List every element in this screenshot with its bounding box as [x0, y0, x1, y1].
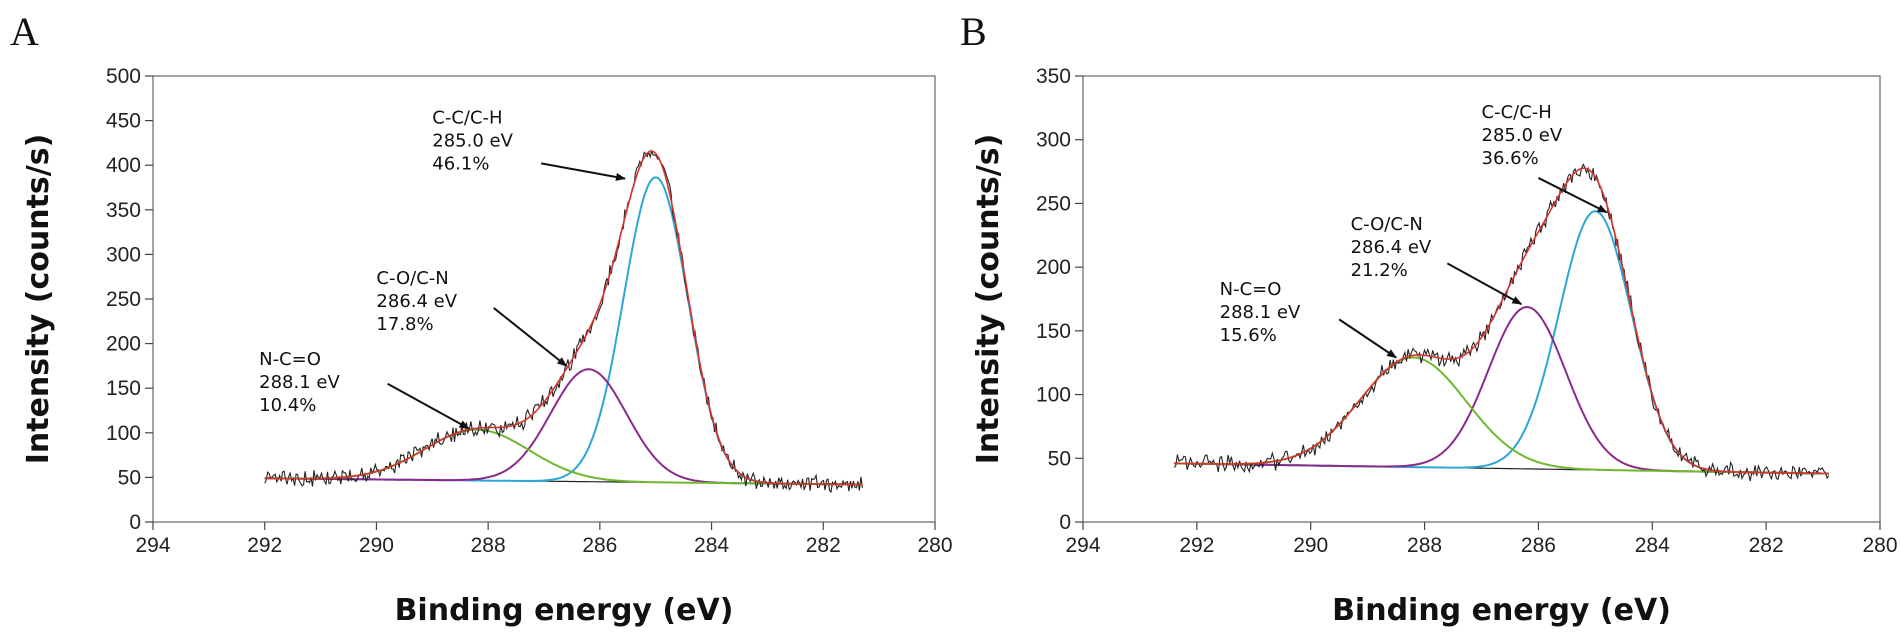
y-tick-label: 0 — [1059, 511, 1071, 534]
peak-annotation-text: 285.0 eV — [432, 130, 513, 151]
x-tick-label: 282 — [1749, 534, 1784, 557]
peak-annotation-text: 21.2% — [1351, 260, 1408, 281]
panel-label: B — [960, 9, 987, 54]
y-tick-label: 300 — [1036, 129, 1071, 152]
plot-frame — [152, 75, 936, 523]
peak-annotation-text: 10.4% — [259, 395, 316, 416]
peak-annotation-text: 288.1 eV — [259, 372, 340, 393]
y-tick-label: 100 — [106, 422, 141, 445]
y-tick-label: 50 — [1048, 447, 1071, 470]
chart-panel-a: A 0 50 100 150 200 250 300 350 400 450 500 294 292 29… — [10, 9, 953, 628]
peak-component-ccch — [264, 176, 863, 486]
peak-component-cocn — [264, 368, 863, 486]
chart-b: 0 50 100 150 200 250 300 350 294 292 290 288 286 284 2… — [971, 65, 1898, 628]
y-axis-title: Intensity (counts/s) — [971, 134, 1006, 465]
y-tick-label: 300 — [106, 243, 141, 266]
peak-annotation-text: 46.1% — [432, 153, 489, 174]
x-tick-label: 286 — [582, 534, 617, 557]
x-tick-label: 294 — [1065, 534, 1100, 557]
y-tick-label: 150 — [106, 377, 141, 400]
peak-annotation-text: C-C/C-H — [1482, 102, 1552, 123]
y-tick-label: 350 — [106, 199, 141, 222]
x-tick-label: 288 — [471, 534, 506, 557]
x-tick-label: 294 — [135, 534, 170, 557]
x-axis-title: Binding energy (eV) — [1332, 593, 1671, 628]
x-tick-label: 288 — [1407, 534, 1442, 557]
annotation-arrow — [387, 382, 470, 430]
y-tick-label: 0 — [129, 511, 141, 534]
x-tick-label: 290 — [1293, 534, 1328, 557]
y-tick-label: 450 — [106, 110, 141, 133]
x-tick-label: 286 — [1521, 534, 1556, 557]
y-tick-label: 400 — [106, 154, 141, 177]
x-tick-label: 284 — [694, 534, 729, 557]
peak-annotation-text: 286.4 eV — [1351, 237, 1432, 258]
annotation-arrow — [1446, 262, 1523, 305]
x-tick-label: 284 — [1635, 534, 1670, 557]
annotation-arrow — [1338, 318, 1397, 359]
y-tick-label: 250 — [1036, 192, 1071, 215]
peak-annotation-text: 17.8% — [376, 314, 433, 335]
peak-annotation-text: 36.6% — [1482, 148, 1539, 169]
plot-frame — [1082, 75, 1881, 523]
peak-annotation-text: 286.4 eV — [376, 291, 457, 312]
x-tick-label: 280 — [1862, 534, 1897, 557]
y-tick-label: 150 — [1036, 320, 1071, 343]
y-axis-title: Intensity (counts/s) — [21, 134, 56, 465]
peak-component-nco — [1174, 356, 1829, 475]
chart-panel-b: B 0 50 100 150 200 250 300 350 294 292 290 288 286 28… — [950, 0, 1900, 634]
raw-spectrum-line — [264, 148, 863, 494]
y-tick-label: 50 — [118, 466, 141, 489]
y-tick-label: 200 — [1036, 256, 1071, 279]
annotation-arrow — [1537, 177, 1608, 214]
annotation-arrow — [541, 162, 626, 181]
peak-annotation-text: C-O/C-N — [1351, 214, 1423, 235]
x-tick-label: 282 — [806, 534, 841, 557]
fit-envelope-line — [264, 150, 863, 486]
y-tick-label: 200 — [106, 333, 141, 356]
x-tick-label: 292 — [247, 534, 282, 557]
chart-a: 0 50 100 150 200 250 300 350 400 450 500 294 292 290 2… — [21, 65, 953, 628]
peak-annotation-text: N-C=O — [1220, 279, 1282, 300]
fit-envelope-line — [1174, 167, 1829, 475]
peak-annotation-text: 285.0 eV — [1482, 125, 1563, 146]
peak-annotation-text: N-C=O — [259, 349, 321, 370]
y-tick-label: 250 — [106, 288, 141, 311]
panel-label: A — [10, 9, 39, 54]
x-tick-label: 290 — [359, 534, 394, 557]
raw-spectrum-line — [1173, 163, 1830, 482]
peak-annotation-text: 288.1 eV — [1220, 302, 1301, 323]
y-tick-label: 100 — [1036, 384, 1071, 407]
y-tick-label: 350 — [1036, 65, 1071, 88]
x-axis-title: Binding energy (eV) — [395, 593, 734, 628]
x-tick-label: 292 — [1179, 534, 1214, 557]
x-tick-label: 280 — [917, 534, 952, 557]
peak-annotation-text: 15.6% — [1220, 325, 1277, 346]
peak-annotation-text: C-O/C-N — [376, 268, 448, 289]
y-tick-label: 500 — [106, 65, 141, 88]
annotation-arrow — [493, 307, 568, 367]
peak-annotation-text: C-C/C-H — [432, 107, 502, 128]
